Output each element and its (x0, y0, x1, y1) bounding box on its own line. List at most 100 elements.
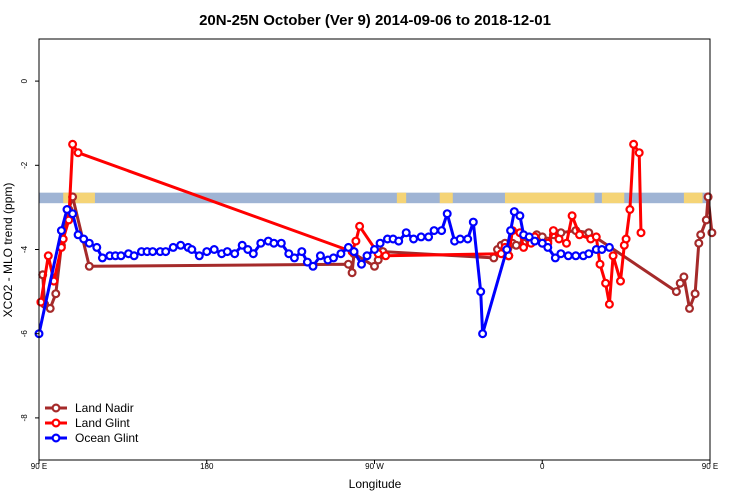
data-point (591, 232, 601, 242)
data-point (43, 251, 53, 261)
data-point (694, 238, 704, 248)
data-point (168, 242, 178, 252)
y-axis-ticks: 0 -2 -4 -6 -8 (20, 78, 39, 421)
ocean-band (39, 192, 710, 204)
legend-label: Land Glint (75, 416, 130, 430)
data-point (355, 221, 365, 231)
data-point (73, 230, 83, 240)
data-point (68, 209, 78, 219)
data-point (567, 211, 577, 221)
series-land-glint (36, 139, 646, 309)
data-point (51, 289, 61, 299)
land-band-segment (683, 192, 703, 204)
data-point (45, 303, 55, 313)
data-point (357, 259, 367, 269)
data-point (202, 247, 212, 257)
data-point (84, 261, 94, 271)
data-point (684, 303, 694, 313)
data-point (194, 251, 204, 261)
series-layer (34, 139, 717, 339)
data-point (84, 238, 94, 248)
data-point (308, 261, 318, 271)
data-point (394, 236, 404, 246)
data-point (416, 232, 426, 242)
legend-entry: Ocean Glint (45, 431, 139, 445)
data-point (370, 245, 380, 255)
data-point (502, 245, 512, 255)
data-point (574, 230, 584, 240)
data-point (237, 240, 247, 250)
data-point (604, 299, 614, 309)
data-point (222, 247, 232, 257)
data-point (92, 242, 102, 252)
data-point (679, 272, 689, 282)
data-point (297, 247, 307, 257)
data-point (530, 236, 540, 246)
data-point (329, 253, 339, 263)
data-point (56, 226, 66, 236)
legend-marker (51, 433, 61, 443)
land-band-segment (504, 192, 595, 204)
data-point (256, 238, 266, 248)
data-point (269, 238, 279, 248)
data-point (608, 251, 618, 261)
data-point (401, 228, 411, 238)
data-point (468, 217, 478, 227)
data-point (375, 238, 385, 248)
data-point (597, 245, 607, 255)
data-point (424, 232, 434, 242)
data-point (442, 209, 452, 219)
series-line (39, 142, 643, 306)
legend-entry: Land Glint (45, 416, 130, 430)
data-point (701, 215, 711, 225)
legend-entry: Land Nadir (45, 401, 134, 415)
data-point (561, 238, 571, 248)
legend-marker (51, 418, 61, 428)
data-point (675, 278, 685, 288)
y-tick-label: -6 (20, 330, 29, 338)
series-ocean-glint (34, 205, 614, 339)
land-band-segment (601, 192, 625, 204)
data-point (349, 247, 359, 257)
data-point (629, 139, 639, 149)
data-point (343, 259, 353, 269)
data-point (509, 207, 519, 217)
land-band-segment (439, 192, 453, 204)
data-point (347, 268, 357, 278)
data-point (343, 242, 353, 252)
data-point (604, 242, 614, 252)
data-point (284, 249, 294, 259)
y-tick-label: -2 (20, 161, 29, 169)
land-ocean-band (39, 192, 710, 204)
data-point (524, 232, 534, 242)
data-point (515, 211, 525, 221)
data-point (381, 251, 391, 261)
data-point (696, 230, 706, 240)
data-point (129, 251, 139, 261)
data-point (537, 238, 547, 248)
legend-label: Ocean Glint (75, 431, 139, 445)
data-point (68, 139, 78, 149)
data-point (243, 245, 253, 255)
data-point (315, 251, 325, 261)
x-axis-ticks: 90 E 180 90 W 0 90 E (31, 460, 718, 471)
data-point (625, 205, 635, 215)
data-point (351, 236, 361, 246)
legend-label: Land Nadir (75, 401, 134, 415)
data-point (519, 242, 529, 252)
data-point (336, 249, 346, 259)
data-point (550, 253, 560, 263)
y-tick-label: -4 (20, 245, 29, 253)
data-point (671, 287, 681, 297)
data-point (209, 245, 219, 255)
data-point (478, 329, 488, 339)
data-point (148, 247, 158, 257)
data-point (429, 226, 439, 236)
x-tick-label: 0 (540, 462, 545, 471)
series-line (37, 208, 610, 336)
data-point (463, 234, 473, 244)
data-point (636, 228, 646, 238)
data-point (248, 249, 258, 259)
chart-title: 20N-25N October (Ver 9) 2014-09-06 to 20… (199, 12, 551, 29)
land-band-segment (63, 192, 95, 204)
